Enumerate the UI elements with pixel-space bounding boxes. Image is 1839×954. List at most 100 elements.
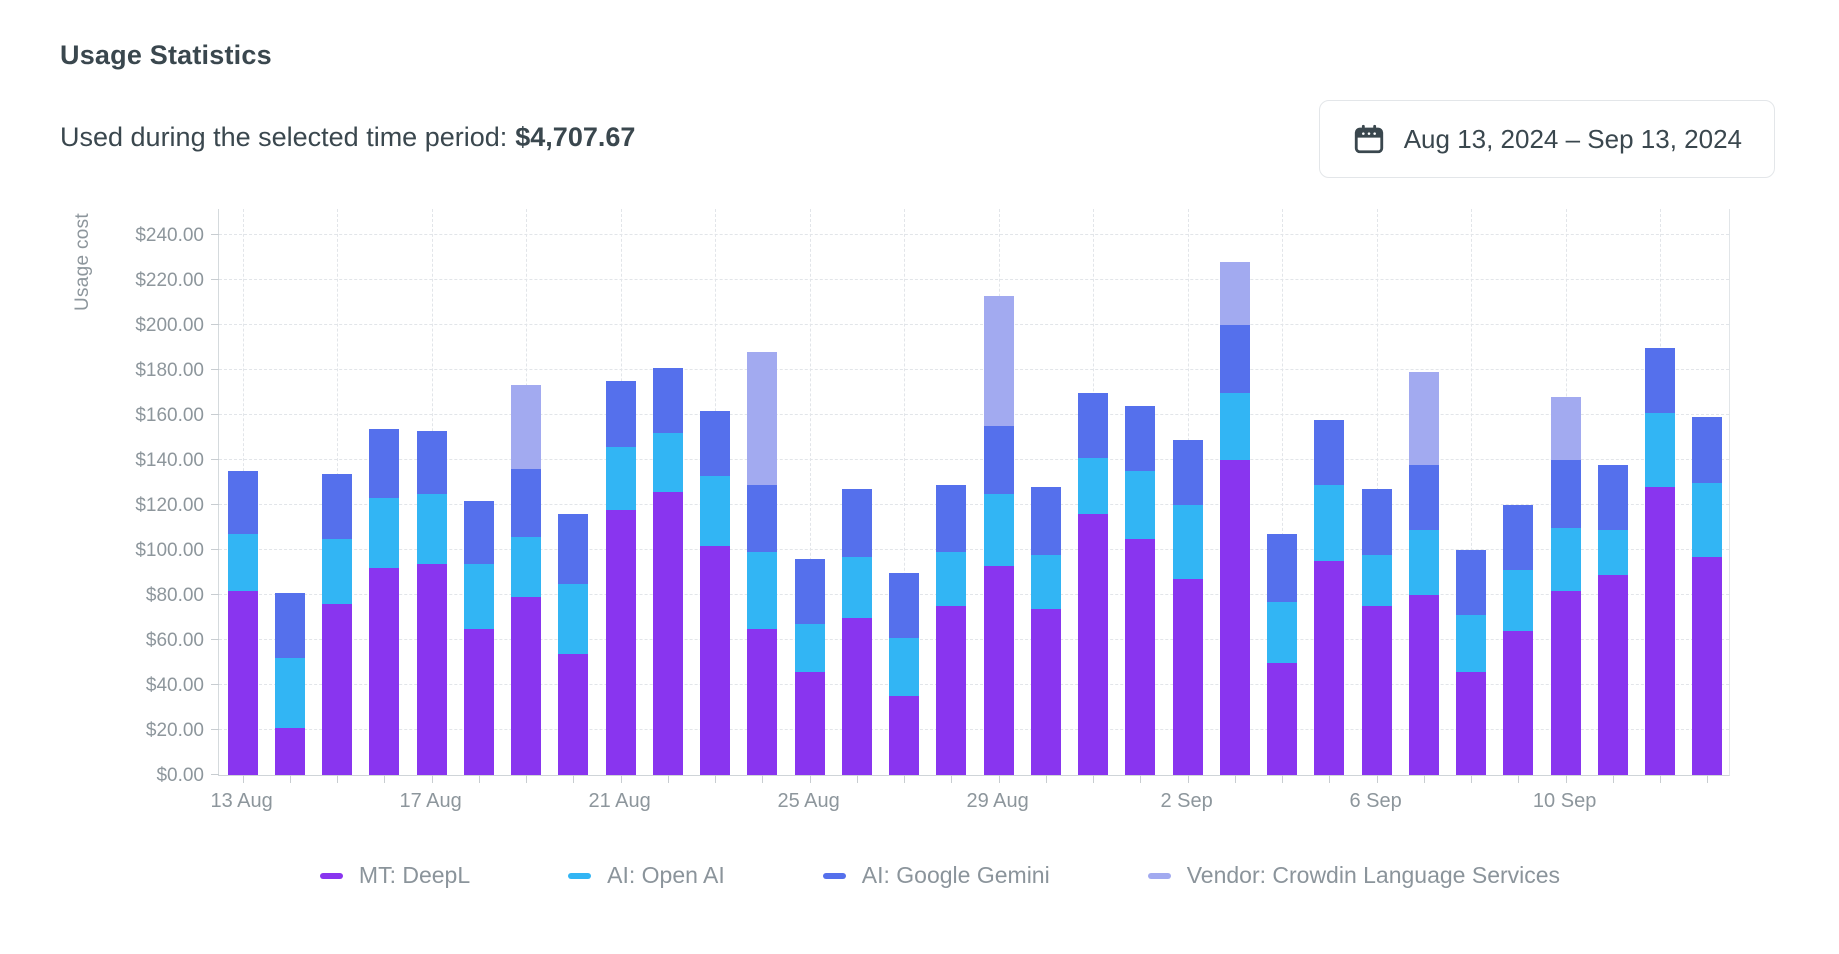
segment-deepl[interactable]: [1408, 595, 1439, 775]
segment-gemini[interactable]: [747, 484, 778, 553]
segment-gemini[interactable]: [1503, 505, 1534, 571]
bar-6-sep[interactable]: [1353, 489, 1400, 775]
segment-openai[interactable]: [889, 637, 920, 697]
segment-deepl[interactable]: [983, 565, 1014, 775]
bar-27-aug[interactable]: [881, 572, 928, 775]
segment-gemini[interactable]: [274, 592, 305, 658]
segment-vendor[interactable]: [1550, 397, 1581, 460]
segment-openai[interactable]: [1692, 482, 1723, 557]
segment-openai[interactable]: [369, 498, 400, 568]
bar-26-aug[interactable]: [833, 489, 880, 775]
bar-22-aug[interactable]: [644, 367, 691, 775]
segment-openai[interactable]: [463, 563, 494, 629]
segment-openai[interactable]: [936, 552, 967, 607]
bar-2-sep[interactable]: [1164, 439, 1211, 775]
bar-18-aug[interactable]: [455, 500, 502, 775]
segment-deepl[interactable]: [1361, 606, 1392, 775]
date-range-picker-button[interactable]: Aug 13, 2024 – Sep 13, 2024: [1318, 100, 1775, 178]
segment-gemini[interactable]: [794, 559, 825, 625]
segment-deepl[interactable]: [1550, 590, 1581, 775]
segment-deepl[interactable]: [322, 604, 353, 775]
segment-vendor[interactable]: [747, 352, 778, 485]
bar-24-aug[interactable]: [739, 352, 786, 775]
segment-deepl[interactable]: [889, 696, 920, 775]
segment-gemini[interactable]: [1550, 460, 1581, 528]
segment-deepl[interactable]: [558, 653, 589, 775]
segment-deepl[interactable]: [1078, 514, 1109, 775]
bar-8-sep[interactable]: [1448, 550, 1495, 775]
segment-openai[interactable]: [983, 493, 1014, 566]
legend-item-gemini[interactable]: AI: Google Gemini: [822, 862, 1050, 889]
segment-gemini[interactable]: [1219, 325, 1250, 393]
segment-gemini[interactable]: [227, 471, 258, 535]
bar-4-sep[interactable]: [1259, 534, 1306, 775]
segment-deepl[interactable]: [1125, 538, 1156, 775]
bar-13-aug[interactable]: [219, 471, 266, 775]
bar-12-sep[interactable]: [1637, 347, 1684, 775]
segment-gemini[interactable]: [1267, 534, 1298, 602]
segment-deepl[interactable]: [841, 617, 872, 775]
legend-item-openai[interactable]: AI: Open AI: [568, 862, 725, 889]
segment-gemini[interactable]: [1314, 419, 1345, 485]
segment-openai[interactable]: [1456, 615, 1487, 672]
segment-gemini[interactable]: [841, 489, 872, 557]
segment-deepl[interactable]: [1692, 556, 1723, 775]
segment-deepl[interactable]: [511, 597, 542, 775]
segment-openai[interactable]: [1125, 471, 1156, 539]
segment-gemini[interactable]: [1456, 550, 1487, 616]
segment-openai[interactable]: [322, 538, 353, 604]
segment-gemini[interactable]: [700, 410, 731, 476]
bar-21-aug[interactable]: [597, 381, 644, 775]
segment-openai[interactable]: [1597, 529, 1628, 575]
segment-vendor[interactable]: [1408, 372, 1439, 465]
segment-deepl[interactable]: [936, 606, 967, 775]
segment-gemini[interactable]: [1172, 439, 1203, 505]
segment-openai[interactable]: [794, 624, 825, 672]
segment-gemini[interactable]: [1030, 487, 1061, 555]
segment-deepl[interactable]: [1314, 561, 1345, 775]
segment-openai[interactable]: [558, 583, 589, 654]
segment-gemini[interactable]: [889, 572, 920, 638]
segment-deepl[interactable]: [463, 628, 494, 775]
bar-5-sep[interactable]: [1306, 419, 1353, 775]
segment-gemini[interactable]: [1361, 489, 1392, 555]
segment-gemini[interactable]: [983, 426, 1014, 494]
segment-openai[interactable]: [1503, 570, 1534, 631]
segment-gemini[interactable]: [1078, 392, 1109, 458]
segment-deepl[interactable]: [1645, 487, 1676, 775]
segment-openai[interactable]: [1219, 392, 1250, 460]
segment-gemini[interactable]: [652, 367, 683, 433]
segment-openai[interactable]: [1172, 505, 1203, 580]
segment-openai[interactable]: [605, 446, 636, 510]
segment-gemini[interactable]: [369, 428, 400, 499]
segment-deepl[interactable]: [416, 563, 447, 775]
segment-openai[interactable]: [416, 493, 447, 564]
segment-gemini[interactable]: [511, 469, 542, 537]
segment-vendor[interactable]: [1219, 262, 1250, 325]
segment-deepl[interactable]: [227, 590, 258, 775]
segment-deepl[interactable]: [1219, 460, 1250, 775]
segment-gemini[interactable]: [936, 484, 967, 553]
bar-23-aug[interactable]: [692, 410, 739, 775]
bar-14-aug[interactable]: [266, 592, 313, 775]
bar-10-sep[interactable]: [1542, 397, 1589, 775]
segment-gemini[interactable]: [558, 514, 589, 584]
segment-gemini[interactable]: [322, 473, 353, 539]
segment-openai[interactable]: [1030, 554, 1061, 609]
bar-16-aug[interactable]: [361, 428, 408, 775]
segment-openai[interactable]: [1550, 527, 1581, 591]
segment-openai[interactable]: [841, 556, 872, 618]
segment-deepl[interactable]: [1172, 579, 1203, 775]
segment-openai[interactable]: [511, 536, 542, 598]
bar-1-sep[interactable]: [1117, 406, 1164, 775]
segment-openai[interactable]: [1314, 484, 1345, 562]
legend-item-vendor[interactable]: Vendor: Crowdin Language Services: [1147, 862, 1560, 889]
bar-30-aug[interactable]: [1022, 487, 1069, 775]
segment-deepl[interactable]: [605, 509, 636, 775]
segment-openai[interactable]: [274, 658, 305, 728]
segment-gemini[interactable]: [463, 500, 494, 564]
segment-openai[interactable]: [227, 534, 258, 591]
segment-gemini[interactable]: [605, 381, 636, 447]
bar-17-aug[interactable]: [408, 430, 455, 775]
segment-deepl[interactable]: [1030, 608, 1061, 775]
